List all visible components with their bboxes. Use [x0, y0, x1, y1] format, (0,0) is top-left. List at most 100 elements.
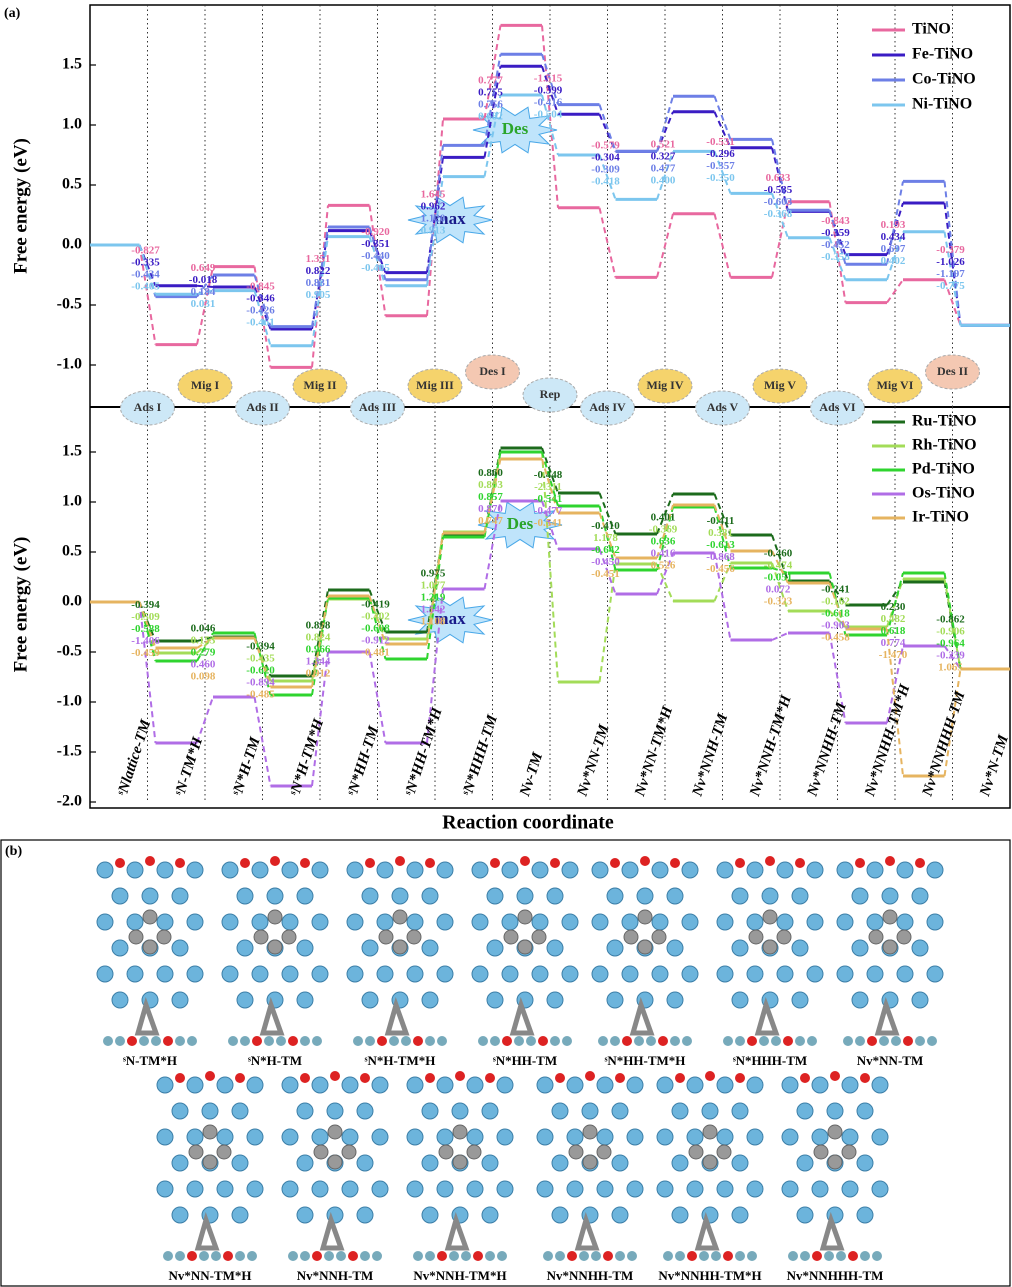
step-label: Rep	[540, 387, 561, 401]
value-label: -0.051	[764, 571, 792, 583]
atom	[852, 888, 868, 904]
atom	[232, 1103, 248, 1119]
atom	[610, 1036, 620, 1046]
atom	[312, 1077, 328, 1093]
value-label: -0.535	[764, 184, 793, 196]
value-label: 0.831	[306, 277, 331, 289]
atom	[638, 940, 652, 954]
atom	[562, 862, 578, 878]
value-label: -0.448	[534, 469, 563, 481]
atom	[377, 1036, 387, 1046]
step-label: Mig II	[304, 378, 337, 392]
atom	[567, 1129, 583, 1145]
annotation: Des	[502, 119, 529, 138]
atom	[172, 940, 188, 956]
atom	[747, 862, 763, 878]
atom	[172, 1155, 188, 1171]
structure-caption: ˢN*H-TM*H	[365, 1053, 436, 1068]
x-tick-label: Nv*NNH-TM	[689, 711, 731, 799]
atom	[145, 856, 155, 866]
atom	[514, 1036, 524, 1046]
value-label: 0.860	[478, 467, 503, 479]
atom	[749, 930, 763, 944]
atom	[497, 1181, 513, 1197]
atom	[652, 862, 668, 878]
atom	[157, 966, 173, 982]
atom	[747, 1181, 763, 1197]
atom	[675, 1251, 685, 1261]
atom	[879, 1036, 889, 1046]
atom	[497, 1129, 513, 1145]
atom	[478, 1036, 488, 1046]
atom	[300, 858, 310, 868]
y-axis-label: Free energy (eV)	[10, 138, 31, 274]
atom	[567, 1181, 583, 1197]
atom	[360, 1073, 370, 1083]
atom	[792, 888, 808, 904]
value-label: 0.279	[191, 646, 216, 658]
structure-icon	[837, 856, 943, 1046]
atom	[223, 1251, 233, 1261]
atom	[247, 1251, 257, 1261]
atom	[377, 914, 393, 930]
atom	[682, 966, 698, 982]
value-label: -0.541	[534, 517, 562, 529]
structure-caption: ˢN-TM*H	[123, 1053, 177, 1068]
atom	[603, 1251, 613, 1261]
atom	[842, 1181, 858, 1197]
value-label: -0.346	[246, 293, 275, 305]
panel-label: (a)	[4, 6, 21, 21]
value-label: 0.803	[478, 479, 503, 491]
atom	[222, 966, 238, 982]
atom	[807, 1036, 817, 1046]
value-label: -0.541	[534, 493, 562, 505]
atom	[657, 1129, 673, 1145]
value-label: -0.369	[649, 524, 678, 536]
atom	[638, 910, 652, 924]
value-label: 0.072	[766, 583, 791, 595]
connector	[657, 214, 673, 278]
atom	[490, 858, 500, 868]
atom	[597, 1129, 613, 1145]
atom	[717, 1181, 733, 1197]
atom	[222, 862, 238, 878]
atom	[407, 1077, 423, 1093]
atom	[393, 910, 407, 924]
atom	[814, 1145, 828, 1159]
value-label: 0.381	[708, 527, 733, 539]
atom	[732, 1103, 748, 1119]
structure-icon	[592, 856, 698, 1046]
x-tick-label: ˢN*HHH-TM	[460, 712, 501, 798]
atom	[537, 1077, 553, 1093]
value-label: 0.870	[478, 503, 503, 515]
value-label: -0.358	[821, 251, 850, 263]
atom	[732, 888, 748, 904]
value-label: -0.827	[131, 245, 160, 257]
structure-icon	[472, 856, 578, 1046]
atom	[543, 1251, 553, 1261]
value-label: -0.350	[706, 172, 735, 184]
value-label: -0.460	[764, 547, 793, 559]
value-label: 0.401	[651, 512, 676, 524]
atom	[747, 1077, 763, 1093]
atom	[797, 1207, 813, 1223]
atom	[347, 914, 363, 930]
legend-label: Co-TiNO	[912, 71, 976, 88]
atom	[702, 1103, 718, 1119]
atom	[297, 940, 313, 956]
atom	[783, 1036, 793, 1046]
legend-label: Ir-TiNO	[912, 509, 969, 526]
atom	[723, 1251, 733, 1261]
atom	[555, 1073, 565, 1083]
atom	[652, 966, 668, 982]
atom	[747, 914, 763, 930]
atom	[843, 1036, 853, 1046]
atom	[927, 1036, 937, 1046]
atom	[268, 940, 282, 954]
atom	[163, 1251, 173, 1261]
atom	[615, 1073, 625, 1083]
atom	[189, 1145, 203, 1159]
atom	[297, 888, 313, 904]
atom	[157, 1129, 173, 1145]
atom	[449, 1251, 459, 1261]
